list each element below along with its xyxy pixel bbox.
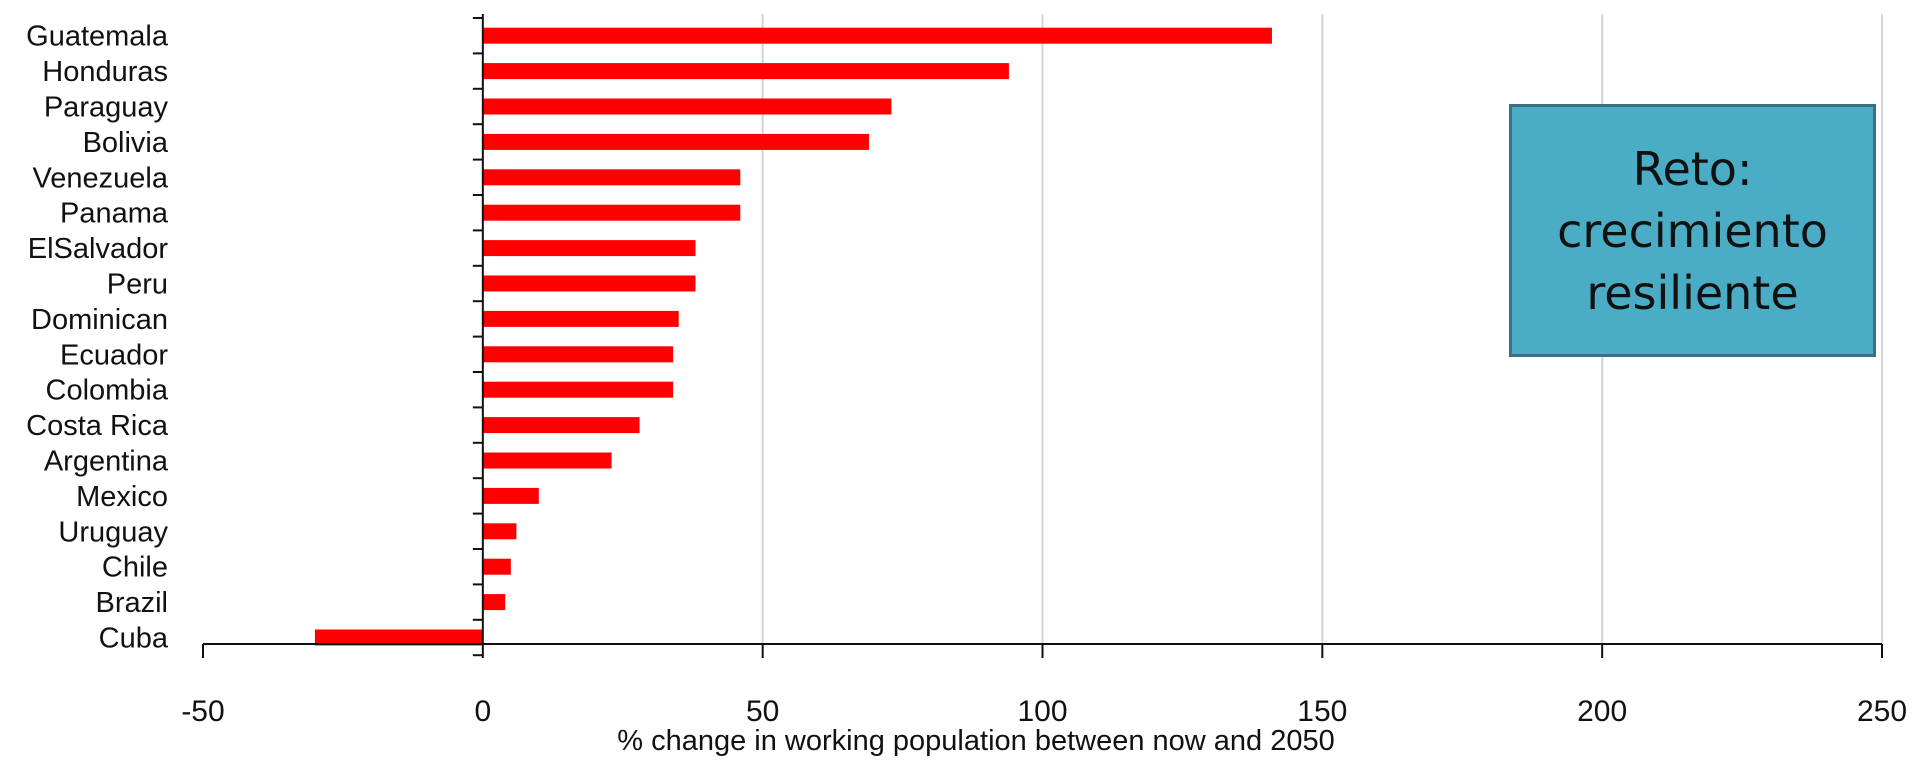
callout-line-1: Reto: bbox=[1632, 141, 1753, 196]
callout-line-2: crecimiento bbox=[1557, 203, 1828, 258]
bar-argentina bbox=[482, 452, 612, 469]
category-label: Bolivia bbox=[83, 127, 169, 159]
category-label: Uruguay bbox=[58, 516, 168, 548]
category-label: Peru bbox=[107, 269, 168, 301]
x-tick-label: 100 bbox=[1017, 695, 1067, 728]
category-label: Guatemala bbox=[26, 21, 169, 53]
category-label: Colombia bbox=[46, 375, 169, 407]
bar-uruguay bbox=[482, 523, 517, 540]
category-label: ElSalvador bbox=[28, 233, 169, 265]
bar-ecuador bbox=[482, 346, 674, 363]
bar-mexico bbox=[482, 487, 539, 504]
callout-box: Reto: crecimiento resiliente bbox=[1509, 104, 1876, 357]
x-axis-title: % change in working population between n… bbox=[617, 725, 1334, 757]
bars bbox=[314, 27, 1272, 646]
bar-peru bbox=[482, 275, 696, 292]
x-tick-label: 200 bbox=[1577, 695, 1627, 728]
x-tick-label: 50 bbox=[746, 695, 779, 728]
category-label: Cuba bbox=[99, 623, 169, 655]
category-label: Costa Rica bbox=[26, 410, 169, 442]
bar-venezuela bbox=[482, 169, 741, 186]
category-label: Honduras bbox=[42, 56, 168, 88]
bar-chile bbox=[482, 558, 511, 575]
category-label: Argentina bbox=[44, 446, 169, 478]
bar-guatemala bbox=[482, 27, 1272, 44]
bar-brazil bbox=[482, 594, 506, 611]
bar-honduras bbox=[482, 63, 1009, 80]
tick-labels: -50 0 50 100 150 200 250 bbox=[181, 695, 1907, 728]
category-label: Venezuela bbox=[33, 162, 169, 194]
category-label: Panama bbox=[60, 198, 169, 230]
bar-costa-rica bbox=[482, 417, 640, 434]
category-label: Paraguay bbox=[44, 92, 169, 124]
bar-elsalvador bbox=[482, 240, 696, 257]
x-tick-label: 150 bbox=[1297, 695, 1347, 728]
category-label: Mexico bbox=[76, 481, 168, 513]
category-label: Brazil bbox=[95, 587, 168, 619]
bar-cuba bbox=[314, 629, 483, 646]
callout-line-3: resiliente bbox=[1586, 265, 1799, 320]
category-label: Ecuador bbox=[60, 339, 168, 371]
bar-dominican bbox=[482, 310, 679, 327]
bar-colombia bbox=[482, 381, 674, 398]
x-tick-label: 250 bbox=[1857, 695, 1907, 728]
category-label: Chile bbox=[102, 552, 168, 584]
bar-paraguay bbox=[482, 98, 892, 115]
axes bbox=[202, 14, 1883, 658]
category-label: Dominican bbox=[31, 304, 168, 336]
bar-bolivia bbox=[482, 133, 870, 150]
x-tick-label: -50 bbox=[181, 695, 224, 728]
x-tick-label: 0 bbox=[474, 695, 491, 728]
bar-panama bbox=[482, 204, 741, 221]
